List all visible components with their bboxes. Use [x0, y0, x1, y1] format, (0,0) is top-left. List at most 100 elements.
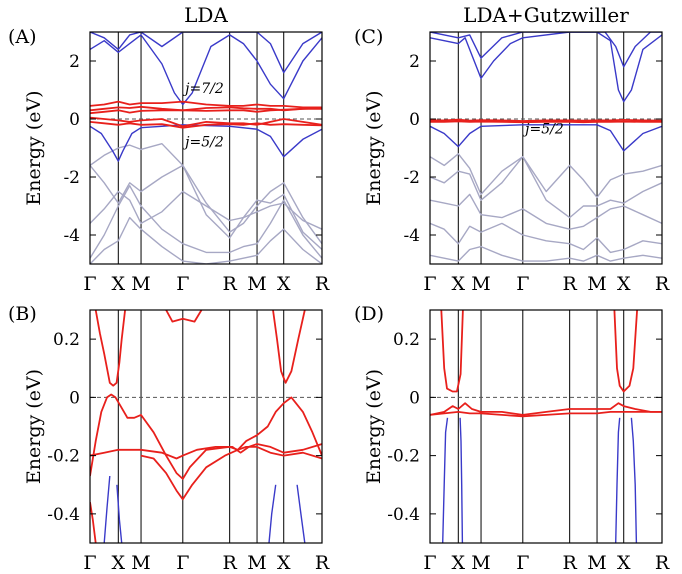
band-red: [90, 121, 322, 129]
ytick-label: -0.2: [47, 447, 80, 467]
band-grey: [90, 143, 322, 245]
kpoint-label: R: [223, 273, 238, 295]
kpoint-label: Γ: [423, 552, 436, 574]
kpoint-label: R: [315, 273, 330, 295]
band-red: [613, 310, 638, 393]
plot-frame: [89, 309, 323, 544]
ytick-label: 0.2: [53, 330, 80, 350]
kpoint-label: X: [452, 552, 466, 574]
band-red: [90, 393, 322, 480]
y-axis-label: Energy (eV): [23, 369, 45, 484]
panel-tag: (B): [8, 303, 37, 325]
kpoint-label: R: [223, 552, 238, 574]
ytick-label: 2: [409, 52, 420, 72]
band-grey: [430, 222, 662, 254]
ytick-label: -2: [63, 168, 80, 188]
kpoint-label: M: [471, 273, 490, 295]
kpoint-label: M: [587, 552, 606, 574]
band-red: [430, 118, 662, 122]
band-red: [90, 443, 322, 460]
kpoint-label: R: [655, 552, 670, 574]
band-lines: [90, 310, 322, 543]
kpoint-label: R: [563, 552, 578, 574]
panel-tag: (C): [354, 26, 383, 48]
panel-title: LDA: [184, 3, 228, 27]
kpoint-label: M: [131, 273, 150, 295]
y-axis-label: Energy (eV): [363, 369, 385, 484]
band-blue: [116, 484, 123, 543]
band-blue: [430, 124, 662, 152]
y-axis-label: Energy (eV): [23, 90, 45, 205]
band-red: [90, 116, 322, 128]
kpoint-label: Γ: [423, 273, 436, 295]
band-red: [430, 411, 662, 418]
kpoint-label: M: [587, 273, 606, 295]
panel-title: LDA+Gutzwiller: [463, 3, 629, 27]
y-axis-label: Energy (eV): [363, 90, 385, 205]
band-blue: [90, 34, 322, 106]
kpoint-label: X: [277, 273, 291, 295]
band-blue: [430, 32, 662, 68]
band-red: [94, 310, 126, 387]
ytick-label: 0: [69, 110, 80, 130]
kpoint-label: R: [563, 273, 578, 295]
kpoint-label: X: [617, 552, 631, 574]
band-grey: [90, 190, 322, 230]
band-lines: [430, 32, 662, 262]
band-red: [440, 310, 464, 393]
band-grey: [90, 216, 322, 264]
plot-frame: [89, 31, 323, 265]
kpoint-label: Γ: [83, 552, 96, 574]
panel-tag: (D): [354, 303, 384, 325]
kpoint-label: R: [315, 552, 330, 574]
kpoint-label: R: [655, 273, 670, 295]
kpoint-label: X: [112, 552, 126, 574]
ytick-label: 2: [69, 52, 80, 72]
band-grey: [430, 153, 662, 198]
band-blue: [296, 484, 306, 543]
kpoint-label: Γ: [176, 273, 189, 295]
ytick-label: 0: [409, 110, 420, 130]
panel-tag: (A): [8, 26, 37, 48]
ytick-label: 0: [69, 388, 80, 408]
kpoint-label: X: [617, 273, 631, 295]
band-red: [430, 402, 662, 416]
ytick-label: -0.4: [387, 505, 420, 525]
band-red: [272, 310, 306, 384]
band-annotation: j=7/2: [182, 81, 224, 97]
band-grey: [90, 185, 322, 259]
kpoint-label: Γ: [516, 552, 529, 574]
band-grey: [430, 245, 662, 262]
band-grey: [90, 164, 322, 251]
kpoint-label: M: [131, 552, 150, 574]
ytick-label: -0.4: [47, 505, 80, 525]
band-blue: [90, 32, 322, 74]
kpoint-label: Γ: [83, 273, 96, 295]
band-blue: [615, 417, 621, 543]
kpoint-label: Γ: [176, 552, 189, 574]
band-blue: [268, 484, 277, 543]
ytick-label: -2: [403, 168, 420, 188]
band-annotation: j=5/2: [182, 135, 224, 151]
plot-frame: [429, 309, 663, 544]
ytick-label: -4: [63, 226, 80, 246]
ytick-label: 0.2: [393, 330, 420, 350]
kpoint-label: M: [247, 552, 266, 574]
kpoint-label: X: [452, 273, 466, 295]
kpoint-label: X: [112, 273, 126, 295]
band-red: [165, 310, 203, 323]
band-blue: [630, 417, 638, 543]
band-blue: [90, 124, 322, 162]
ytick-label: 0: [409, 388, 420, 408]
band-red: [140, 446, 322, 501]
band-blue: [442, 417, 449, 543]
band-blue: [103, 475, 111, 543]
band-red: [90, 502, 97, 543]
band-lines: [90, 32, 322, 264]
kpoint-label: M: [247, 273, 266, 295]
band-red: [430, 120, 662, 124]
